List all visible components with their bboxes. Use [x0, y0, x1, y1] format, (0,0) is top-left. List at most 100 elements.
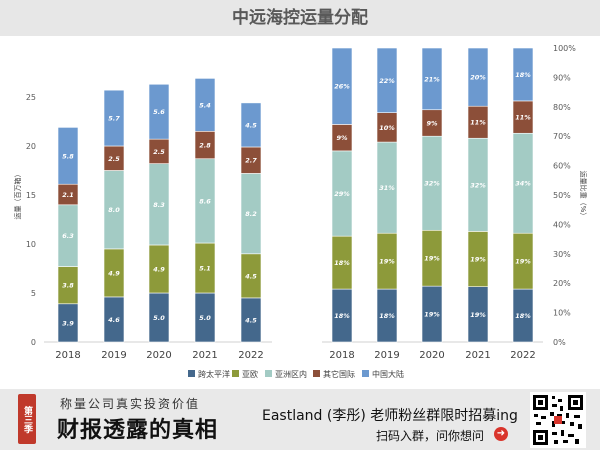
- data-label-right: 10%: [379, 124, 395, 132]
- y-axis-title-left: 运量（百万箱）: [13, 171, 22, 220]
- data-label-right: 19%: [515, 258, 531, 266]
- data-label-left: 2.7: [245, 157, 257, 165]
- arrow-right-icon[interactable]: ➜: [494, 427, 508, 441]
- bar-segment-right: [421, 47, 443, 111]
- bar-segment-left: [194, 78, 216, 132]
- data-label-left: 2.1: [62, 191, 74, 199]
- x-tick-label-left: 2018: [55, 350, 80, 361]
- x-tick-label-right: 2019: [374, 350, 399, 361]
- bar-segment-right: [331, 47, 353, 125]
- y-tick-label-right: 90%: [553, 73, 571, 82]
- data-label-left: 5.0: [199, 314, 211, 322]
- bar-segment-left: [103, 89, 125, 147]
- data-label-right: 31%: [379, 184, 395, 192]
- legend-swatch: [232, 370, 239, 377]
- y-tick-label-right: 20%: [553, 279, 571, 288]
- qr-code-icon[interactable]: [530, 392, 586, 448]
- data-label-left: 4.9: [153, 265, 165, 273]
- legend-label: 亚洲区内: [275, 369, 307, 379]
- legend-swatch: [313, 370, 320, 377]
- data-label-right: 19%: [470, 311, 486, 319]
- data-label-right: 11%: [470, 119, 486, 127]
- data-label-right: 18%: [334, 312, 350, 320]
- data-label-right: 22%: [379, 77, 395, 85]
- data-label-right: 18%: [379, 312, 395, 320]
- data-label-right: 19%: [470, 256, 486, 264]
- footer-main-title: 财报透露的真相: [57, 417, 219, 443]
- bar-segment-left: [57, 127, 79, 185]
- data-label-left: 4.5: [245, 121, 257, 129]
- y-tick-label-left: 20: [26, 142, 36, 151]
- legend-swatch: [188, 370, 195, 377]
- bar-segment-right: [376, 47, 398, 113]
- y-tick-label-right: 60%: [553, 162, 571, 171]
- data-label-left: 4.6: [108, 316, 120, 324]
- data-label-left: 2.8: [199, 142, 211, 150]
- title-bar: [0, 0, 600, 36]
- y-tick-label-right: 0%: [553, 338, 566, 347]
- data-label-left: 5.4: [199, 101, 211, 109]
- data-label-right: 9%: [336, 134, 348, 142]
- x-tick-label-left: 2020: [146, 350, 171, 361]
- data-label-left: 6.3: [62, 232, 74, 240]
- data-label-right: 32%: [424, 180, 440, 188]
- legend-label: 其它国际: [323, 369, 355, 379]
- data-label-right: 9%: [426, 119, 438, 127]
- footer-subtitle: 称量公司真实投资价值: [60, 397, 201, 411]
- x-tick-label-left: 2022: [238, 350, 263, 361]
- x-tick-label-left: 2021: [192, 350, 217, 361]
- legend-swatch: [362, 370, 369, 377]
- y-tick-label-right: 100%: [553, 44, 576, 53]
- x-tick-label-right: 2020: [419, 350, 444, 361]
- data-label-right: 11%: [515, 114, 531, 122]
- promo-text: Eastland (李彤) 老师粉丝群限时招募ing: [262, 408, 518, 424]
- data-label-left: 4.9: [108, 269, 120, 277]
- x-tick-label-right: 2022: [510, 350, 535, 361]
- data-label-right: 20%: [470, 74, 486, 82]
- data-label-left: 8.3: [153, 201, 165, 209]
- legend-label: 跨太平洋: [198, 369, 230, 379]
- x-tick-label-right: 2021: [465, 350, 490, 361]
- x-tick-label-right: 2018: [329, 350, 354, 361]
- data-label-right: 19%: [424, 311, 440, 319]
- y-tick-label-right: 50%: [553, 191, 571, 200]
- cta-text[interactable]: 扫码入群，问你想问: [376, 429, 485, 443]
- data-label-right: 32%: [470, 181, 486, 189]
- data-label-right: 34%: [515, 180, 531, 188]
- season-badge: 第三季: [18, 394, 36, 444]
- data-label-right: 29%: [334, 190, 350, 198]
- x-tick-label-left: 2019: [101, 350, 126, 361]
- data-label-left: 5.6: [153, 108, 165, 116]
- y-tick-label-right: 30%: [553, 250, 571, 259]
- data-label-right: 18%: [334, 259, 350, 267]
- y-tick-label-right: 70%: [553, 132, 571, 141]
- y-tick-label-left: 25: [26, 93, 36, 102]
- data-label-right: 21%: [424, 75, 440, 83]
- data-label-left: 5.0: [153, 314, 165, 322]
- legend-label: 中国大陆: [372, 369, 404, 379]
- chart-title: 中远海控运量分配: [232, 8, 368, 28]
- data-label-left: 3.8: [62, 282, 74, 290]
- bar-segment-left: [148, 83, 170, 140]
- data-label-left: 8.0: [108, 206, 120, 214]
- y-tick-label-left: 10: [26, 240, 36, 249]
- data-label-left: 4.5: [245, 272, 257, 280]
- y-tick-label-left: 0: [31, 338, 36, 347]
- data-label-left: 3.9: [62, 319, 74, 327]
- data-label-right: 26%: [334, 83, 350, 91]
- data-label-left: 5.7: [108, 115, 120, 123]
- data-label-left: 5.8: [62, 152, 74, 160]
- legend-swatch: [265, 370, 272, 377]
- data-label-left: 2.5: [153, 148, 165, 156]
- y-tick-label-left: 5: [31, 289, 36, 298]
- bar-segment-right: [512, 47, 534, 102]
- data-label-right: 18%: [515, 312, 531, 320]
- data-label-left: 8.6: [199, 197, 211, 205]
- data-label-right: 19%: [424, 255, 440, 263]
- bar-segment-right: [467, 47, 489, 107]
- y-tick-label-right: 80%: [553, 103, 571, 112]
- chart-area: 0 5 10 15 20 25 运量（百万箱） 3.9 3.8 6.3 2.1 5.8 2018 4.6 4…: [13, 44, 588, 379]
- data-label-right: 19%: [379, 258, 395, 266]
- data-label-right: 18%: [515, 71, 531, 79]
- y-tick-label-right: 40%: [553, 220, 571, 229]
